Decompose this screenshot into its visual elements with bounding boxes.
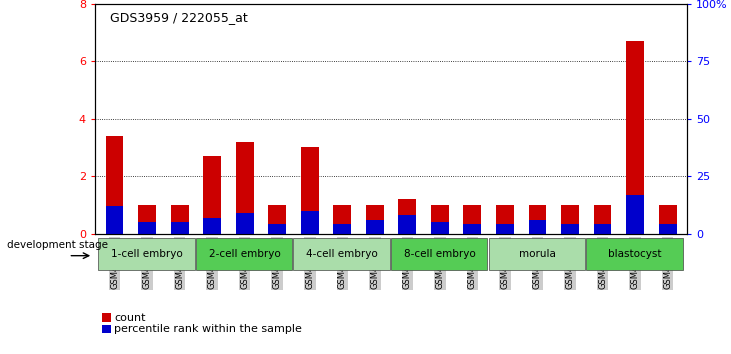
Bar	[268, 205, 286, 234]
Bar	[293, 238, 390, 270]
Text: GSM456657: GSM456657	[566, 238, 575, 289]
Bar	[431, 205, 449, 234]
Bar	[586, 238, 683, 270]
Bar	[138, 205, 156, 234]
Bar	[333, 224, 351, 234]
Text: GSM456643: GSM456643	[110, 238, 119, 289]
Bar	[366, 220, 384, 234]
Bar	[561, 224, 579, 234]
Text: GSM456660: GSM456660	[663, 238, 672, 289]
Bar	[203, 217, 221, 234]
Bar	[659, 224, 677, 234]
Text: GSM456645: GSM456645	[175, 238, 184, 289]
Bar	[489, 238, 585, 270]
Text: GSM456656: GSM456656	[533, 238, 542, 289]
Text: GSM456652: GSM456652	[403, 238, 412, 289]
Text: count: count	[114, 313, 145, 323]
Bar	[105, 136, 124, 234]
Text: GSM456650: GSM456650	[338, 238, 346, 289]
Text: GSM456651: GSM456651	[371, 238, 379, 289]
Text: GSM456659: GSM456659	[631, 238, 640, 289]
Bar	[170, 222, 189, 234]
Bar	[594, 205, 612, 234]
Bar	[170, 205, 189, 234]
Bar	[626, 41, 644, 234]
Text: 2-cell embryo: 2-cell embryo	[209, 249, 281, 259]
Bar	[300, 147, 319, 234]
Text: development stage: development stage	[7, 240, 108, 250]
Bar	[268, 224, 286, 234]
Text: GSM456647: GSM456647	[240, 238, 249, 289]
Text: GSM456648: GSM456648	[273, 238, 281, 289]
Bar	[398, 199, 416, 234]
Bar	[594, 224, 612, 234]
Text: GSM456646: GSM456646	[208, 238, 216, 289]
Text: GDS3959 / 222055_at: GDS3959 / 222055_at	[110, 11, 247, 24]
Bar	[105, 206, 124, 234]
Bar	[138, 222, 156, 234]
Text: percentile rank within the sample: percentile rank within the sample	[114, 324, 302, 334]
Bar	[561, 205, 579, 234]
Bar	[431, 222, 449, 234]
Bar	[463, 205, 482, 234]
Bar	[203, 156, 221, 234]
Bar	[626, 195, 644, 234]
Text: blastocyst: blastocyst	[608, 249, 662, 259]
Bar	[235, 213, 254, 234]
Bar	[98, 238, 194, 270]
Bar	[300, 211, 319, 234]
Bar	[529, 205, 547, 234]
Bar	[333, 205, 351, 234]
Bar	[496, 224, 514, 234]
Text: 1-cell embryo: 1-cell embryo	[111, 249, 183, 259]
Text: GSM456654: GSM456654	[468, 238, 477, 289]
Text: GSM456658: GSM456658	[598, 238, 607, 289]
Bar	[366, 205, 384, 234]
Text: GSM456653: GSM456653	[436, 238, 444, 289]
Text: 4-cell embryo: 4-cell embryo	[306, 249, 378, 259]
Text: GSM456655: GSM456655	[501, 238, 510, 289]
Bar	[496, 205, 514, 234]
Text: 8-cell embryo: 8-cell embryo	[404, 249, 476, 259]
Bar	[398, 215, 416, 234]
Bar	[196, 238, 292, 270]
Bar	[659, 205, 677, 234]
Text: morula: morula	[519, 249, 556, 259]
Text: GSM456644: GSM456644	[143, 238, 151, 289]
Bar	[529, 220, 547, 234]
Bar	[235, 142, 254, 234]
Text: GSM456649: GSM456649	[306, 238, 314, 289]
Bar	[463, 224, 482, 234]
Bar	[391, 238, 488, 270]
